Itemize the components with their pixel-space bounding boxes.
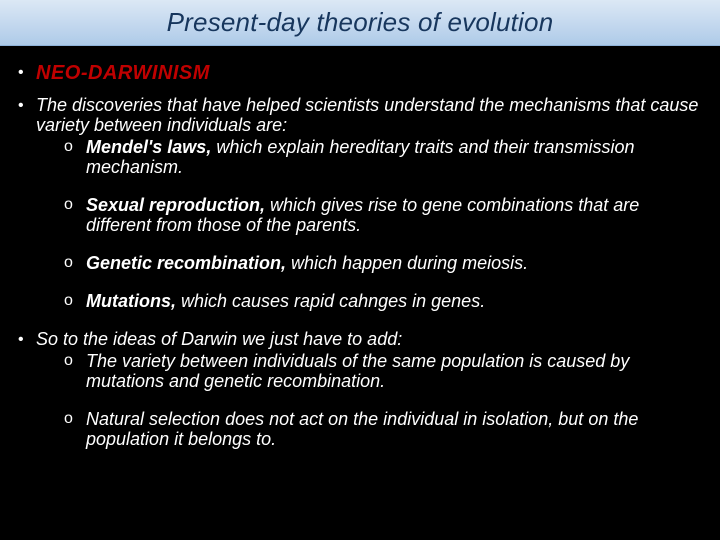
- discovery-text: Genetic recombination, which happen duri…: [86, 253, 702, 273]
- intro-row: • The discoveries that have helped scien…: [18, 95, 702, 311]
- section-heading: NEO-DARWINISM: [36, 62, 702, 85]
- list-item: o Sexual reproduction, which gives rise …: [64, 195, 702, 235]
- circle-bullet-icon: o: [64, 195, 86, 215]
- slide-title: Present-day theories of evolution: [167, 7, 554, 38]
- bullet-icon: •: [18, 62, 36, 84]
- so-row: • So to the ideas of Darwin we just have…: [18, 329, 702, 449]
- list-item: o The variety between individuals of the…: [64, 351, 702, 391]
- circle-bullet-icon: o: [64, 351, 86, 371]
- circle-bullet-icon: o: [64, 137, 86, 157]
- discovery-text: Mendel's laws, which explain hereditary …: [86, 137, 702, 177]
- term: Mutations,: [86, 291, 176, 311]
- title-bar: Present-day theories of evolution: [0, 0, 720, 46]
- circle-bullet-icon: o: [64, 291, 86, 311]
- list-item: o Natural selection does not act on the …: [64, 409, 702, 449]
- so-intro-text: So to the ideas of Darwin we just have t…: [36, 329, 702, 349]
- addition-text: The variety between individuals of the s…: [86, 351, 702, 391]
- bullet-icon: •: [18, 329, 36, 351]
- slide-content: • NEO-DARWINISM • The discoveries that h…: [0, 46, 720, 459]
- bullet-icon: •: [18, 95, 36, 117]
- term: Mendel's laws,: [86, 137, 211, 157]
- list-item: o Mendel's laws, which explain hereditar…: [64, 137, 702, 177]
- circle-bullet-icon: o: [64, 253, 86, 273]
- intro-text: The discoveries that have helped scienti…: [36, 95, 702, 135]
- discovery-text: Sexual reproduction, which gives rise to…: [86, 195, 702, 235]
- heading-row: • NEO-DARWINISM: [18, 62, 702, 85]
- term: Sexual reproduction,: [86, 195, 265, 215]
- term-rest: which happen during meiosis.: [286, 253, 528, 273]
- term: Genetic recombination,: [86, 253, 286, 273]
- addition-text: Natural selection does not act on the in…: [86, 409, 702, 449]
- discovery-text: Mutations, which causes rapid cahnges in…: [86, 291, 702, 311]
- circle-bullet-icon: o: [64, 409, 86, 429]
- list-item: o Genetic recombination, which happen du…: [64, 253, 702, 273]
- list-item: o Mutations, which causes rapid cahnges …: [64, 291, 702, 311]
- term-rest: which causes rapid cahnges in genes.: [176, 291, 485, 311]
